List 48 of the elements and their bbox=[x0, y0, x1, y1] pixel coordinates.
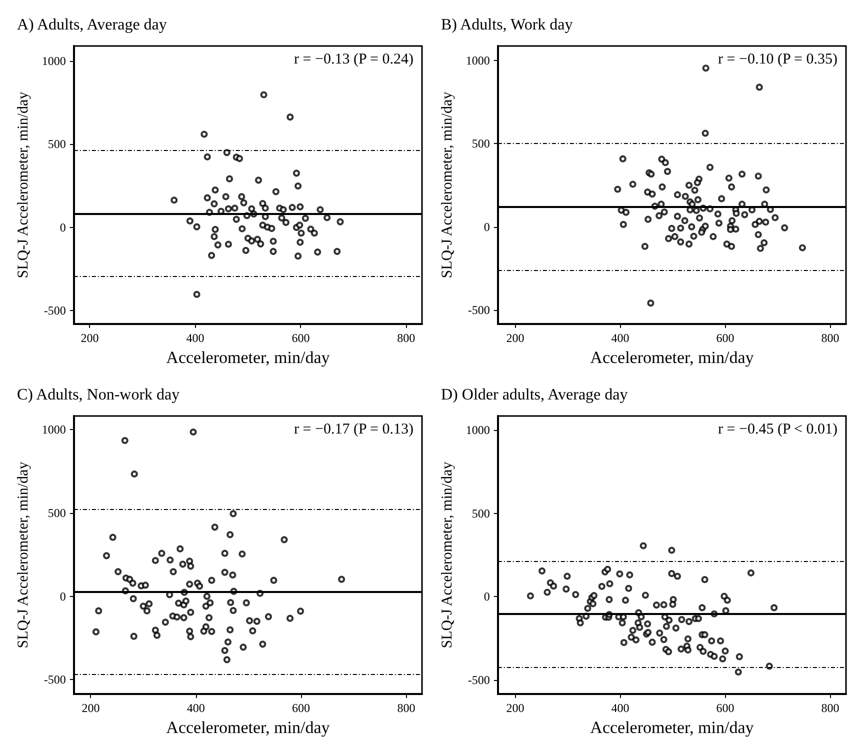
annotation: r = −0.10 (P = 0.35) bbox=[718, 52, 838, 68]
x-tick-label: 600 bbox=[716, 331, 734, 345]
y-tick-label: -500 bbox=[468, 302, 490, 317]
y-tick-label: 1000 bbox=[466, 422, 490, 437]
y-axis-title: SLQ-J Accelerometer, min/day bbox=[16, 91, 32, 278]
y-tick-label: 500 bbox=[48, 137, 66, 152]
chart-title: A) Adults, Average day bbox=[17, 16, 167, 34]
y-tick-label: -500 bbox=[44, 304, 66, 318]
x-tick-label: 800 bbox=[397, 331, 416, 345]
x-axis-title: Accelerometer, min/day bbox=[166, 718, 330, 737]
x-tick-label: 400 bbox=[186, 701, 205, 715]
y-tick-label: 0 bbox=[60, 220, 66, 234]
x-tick-label: 600 bbox=[292, 331, 310, 345]
x-tick-label: 800 bbox=[397, 701, 416, 715]
annotation: r = −0.45 (P < 0.01) bbox=[718, 422, 838, 438]
y-tick-label: -500 bbox=[44, 672, 66, 687]
x-axis-title: Accelerometer, min/day bbox=[166, 348, 330, 367]
y-axis-title: SLQ-J Accelerometer, min/day bbox=[16, 461, 32, 648]
annotation: r = −0.17 (P = 0.13) bbox=[294, 422, 414, 438]
x-tick-label: 200 bbox=[506, 701, 524, 715]
x-tick-label: 400 bbox=[186, 331, 204, 345]
y-tick-label: 0 bbox=[484, 590, 490, 604]
x-axis-title: Accelerometer, min/day bbox=[590, 348, 754, 367]
y-tick-label: 1000 bbox=[42, 54, 66, 68]
chart-title: D) Older adults, Average day bbox=[441, 386, 628, 404]
chart-title: B) Adults, Work day bbox=[441, 16, 573, 34]
x-tick-label: 800 bbox=[821, 701, 840, 715]
y-axis-title: SLQ-J Accelerometer, min/day bbox=[440, 461, 456, 648]
y-tick-label: 0 bbox=[484, 220, 490, 234]
x-tick-label: 600 bbox=[716, 701, 734, 715]
y-tick-label: 1000 bbox=[466, 54, 490, 68]
y-tick-label: 500 bbox=[472, 136, 490, 151]
x-tick-label: 200 bbox=[506, 331, 524, 345]
x-axis-title: Accelerometer, min/day bbox=[590, 718, 754, 737]
y-tick-label: 500 bbox=[472, 506, 490, 520]
x-tick-label: 200 bbox=[82, 701, 100, 715]
y-tick-label: 1000 bbox=[42, 422, 66, 437]
x-tick-label: 800 bbox=[821, 331, 840, 345]
x-tick-label: 400 bbox=[611, 701, 630, 715]
y-tick-label: 0 bbox=[60, 589, 66, 604]
y-axis-title: SLQ-J Accelerometer, min/day bbox=[440, 91, 456, 278]
chart-title: C) Adults, Non-work day bbox=[17, 386, 180, 404]
x-tick-label: 400 bbox=[611, 331, 630, 345]
x-tick-label: 200 bbox=[80, 331, 99, 345]
y-tick-label: 500 bbox=[48, 506, 66, 520]
y-tick-label: -500 bbox=[468, 672, 490, 687]
x-tick-label: 600 bbox=[292, 701, 310, 715]
annotation: r = −0.13 (P = 0.24) bbox=[294, 52, 414, 68]
